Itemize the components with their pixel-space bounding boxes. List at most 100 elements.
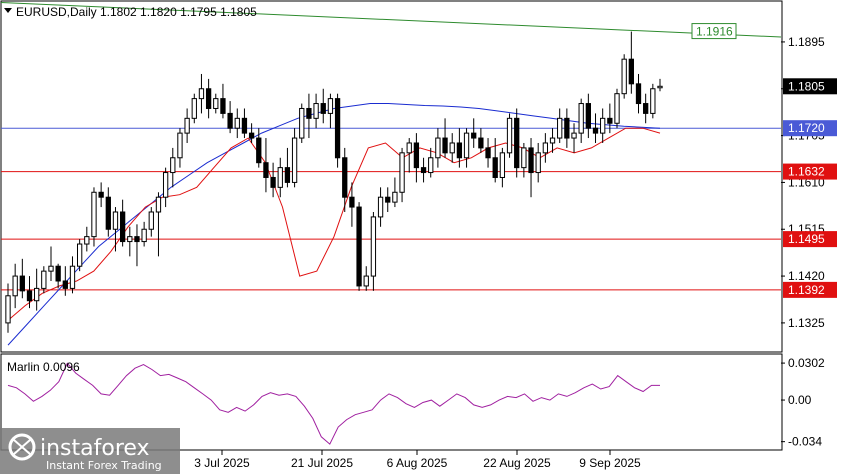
price-panel bbox=[0, 0, 783, 353]
ma-red-line bbox=[7, 127, 661, 321]
candle-body bbox=[198, 88, 205, 100]
candle-body bbox=[134, 236, 140, 243]
osc-tick-label: 0.0302 bbox=[788, 356, 825, 370]
candle-body bbox=[227, 112, 233, 129]
candle-body bbox=[571, 132, 577, 139]
candle-body bbox=[650, 88, 656, 114]
candle-body bbox=[585, 103, 592, 129]
candle-body bbox=[277, 167, 283, 188]
candle-body bbox=[41, 270, 47, 289]
candle-body bbox=[392, 191, 398, 203]
trend-label-box bbox=[691, 23, 737, 40]
candle-body bbox=[592, 127, 599, 134]
trend-label: 1.1916 bbox=[696, 25, 733, 39]
candle-body bbox=[48, 265, 54, 272]
candle-body bbox=[385, 196, 391, 203]
candle-body bbox=[635, 83, 642, 105]
candle-body bbox=[621, 58, 627, 95]
candle-body bbox=[148, 211, 154, 230]
candle-body bbox=[485, 147, 491, 159]
candle-body bbox=[542, 142, 549, 154]
price-badge-label: 1.1392 bbox=[788, 283, 825, 297]
candle-body bbox=[234, 117, 240, 129]
candle-body bbox=[549, 137, 556, 144]
candle-body bbox=[256, 137, 262, 164]
candle-body bbox=[306, 107, 312, 119]
candle-body bbox=[127, 236, 133, 243]
candle-body bbox=[399, 152, 405, 193]
candle-body bbox=[105, 196, 111, 230]
candle-body bbox=[600, 117, 606, 134]
candle-body bbox=[177, 132, 183, 159]
menu-arrow-icon[interactable] bbox=[4, 8, 12, 13]
candle-body bbox=[313, 103, 319, 119]
candle-body bbox=[506, 117, 513, 154]
ohlc-readout: 1.1802 1.1820 1.1795 1.1805 bbox=[100, 5, 257, 19]
candle-body bbox=[170, 157, 176, 174]
y-tick-label: 1.1895 bbox=[788, 35, 825, 49]
price-badge-box bbox=[783, 231, 837, 248]
price-badge-label: 1.1632 bbox=[788, 165, 825, 179]
candle-body bbox=[62, 280, 68, 289]
y-tick-label: 1.1325 bbox=[788, 316, 825, 330]
candle-body bbox=[578, 103, 584, 134]
logo-globe-icon bbox=[8, 433, 36, 461]
candle-body bbox=[184, 117, 190, 134]
ma-blue-line bbox=[7, 103, 661, 346]
candle-body bbox=[492, 157, 498, 178]
candle-body bbox=[499, 152, 506, 178]
candle-body bbox=[528, 147, 534, 174]
price-badge-box bbox=[783, 163, 837, 180]
candle-body bbox=[284, 167, 291, 183]
candle-body bbox=[564, 117, 570, 139]
chart-title: EURUSD,Daily bbox=[16, 5, 97, 19]
y-tick-label: 1.1420 bbox=[788, 269, 825, 283]
candle-body bbox=[413, 142, 420, 169]
candle-body bbox=[220, 98, 226, 114]
candle-body bbox=[614, 93, 620, 124]
x-tick-label: 21 Jul 2025 bbox=[291, 456, 353, 470]
candle-body bbox=[112, 211, 119, 230]
price-badge-label: 1.1495 bbox=[788, 232, 825, 246]
candle-body bbox=[213, 98, 219, 109]
candle-body bbox=[342, 157, 348, 198]
candle-body bbox=[327, 98, 334, 114]
candle-body bbox=[628, 58, 634, 85]
candle-body bbox=[34, 287, 40, 302]
price-badge-label: 1.1720 bbox=[788, 121, 825, 135]
logo-tagline: Instant Forex Trading bbox=[46, 459, 162, 472]
candle-body bbox=[478, 137, 484, 149]
candle-body bbox=[334, 98, 341, 159]
osc-tick-label: -0.034 bbox=[788, 435, 822, 449]
x-tick-label: 3 Jul 2025 bbox=[194, 456, 250, 470]
candle-body bbox=[521, 147, 527, 169]
candle-body bbox=[19, 275, 25, 292]
candle-body bbox=[155, 196, 162, 213]
candle-body bbox=[205, 88, 212, 109]
candle-body bbox=[84, 236, 90, 245]
candle-body bbox=[456, 142, 463, 159]
price-badge-label: 1.1805 bbox=[788, 79, 825, 93]
candle-body bbox=[370, 216, 377, 277]
candle-body bbox=[299, 107, 305, 139]
candle-body bbox=[270, 176, 276, 188]
candle-body bbox=[76, 243, 83, 267]
price-badge-box bbox=[783, 78, 837, 95]
candle-body bbox=[349, 196, 355, 208]
candle-body bbox=[449, 142, 455, 154]
candle-body bbox=[406, 142, 412, 154]
candle-body bbox=[535, 152, 541, 174]
candle-body bbox=[91, 191, 97, 238]
candle-body bbox=[248, 132, 255, 139]
candle-body bbox=[119, 211, 126, 243]
candle-body bbox=[356, 206, 362, 287]
x-tick-label: 9 Sep 2025 bbox=[579, 456, 641, 470]
candle-body bbox=[420, 167, 427, 174]
candle-body bbox=[241, 117, 248, 134]
candle-body bbox=[69, 265, 76, 289]
trend-line bbox=[0, 1, 782, 38]
x-tick-label: 6 Aug 2025 bbox=[387, 456, 448, 470]
candle-body bbox=[442, 137, 448, 154]
candle-body bbox=[463, 132, 470, 159]
